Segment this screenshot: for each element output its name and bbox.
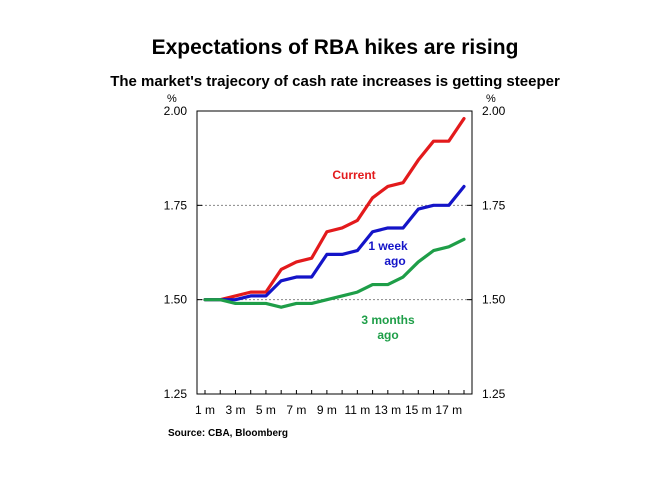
y-tick-label-right-3: 2.00 [482,104,506,118]
y-tick-label-left-3: 2.00 [164,104,188,118]
x-tick-label-7: 15 m [405,403,432,417]
x-tick-label-2: 5 m [256,403,276,417]
x-tick-label-8: 17 m [435,403,462,417]
source-note: Source: CBA, Bloomberg [168,428,289,439]
y-unit-right: % [486,93,496,105]
x-tick-label-5: 11 m [344,403,370,417]
y-tick-label-left-2: 1.75 [164,198,188,212]
series-lines [203,116,466,309]
annotation-1: 1 week [368,239,408,253]
x-tick-label-6: 13 m [374,403,401,417]
y-tick-label-right-1: 1.50 [482,293,506,307]
y-tick-label-right-0: 1.25 [482,387,506,401]
chart-subtitle: The market's trajecory of cash rate incr… [110,73,560,90]
tick-marks [197,110,472,395]
x-tick-label-3: 7 m [286,403,306,417]
series-line-1 [203,184,466,302]
y-tick-label-right-2: 1.75 [482,198,506,212]
y-tick-label-left-0: 1.25 [164,387,188,401]
annotation-2: ago [384,254,405,268]
x-tick-label-1: 3 m [225,403,245,417]
series-line-0 [203,116,466,302]
annotation-3: 3 months [361,313,415,327]
y-unit-left: % [167,93,177,105]
x-tick-label-0: 1 m [195,403,215,417]
grid-lines [197,204,472,301]
y-tick-label-left-1: 1.50 [164,293,188,307]
series-line-2 [203,237,466,309]
x-tick-label-4: 9 m [317,403,337,417]
plot-frame [196,110,473,395]
chart-title: Expectations of RBA hikes are rising [151,36,519,59]
annotation-0: Current [332,168,375,182]
tick-labels: 1.25 1.25 1.50 1.50 1.75 1.75 2.00 2.00% % 1 m 3 m… [164,93,506,417]
annotation-4: ago [377,328,398,342]
